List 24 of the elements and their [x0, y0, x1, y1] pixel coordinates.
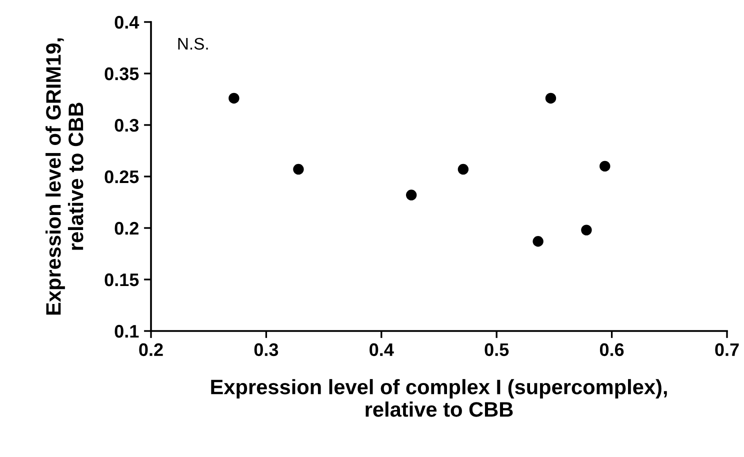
- x-tick-label: 0.7: [715, 343, 739, 356]
- y-tick-label: 0.25: [104, 170, 139, 184]
- point: [406, 190, 417, 200]
- y-tick-label: 0.3: [114, 118, 139, 132]
- point: [458, 164, 469, 175]
- point: [600, 160, 610, 172]
- annotation: N.S.: [178, 38, 208, 50]
- point: [532, 236, 544, 247]
- point: [581, 224, 592, 236]
- y-tick-label: 0.15: [104, 273, 139, 286]
- y-tick-label: 0.1: [114, 324, 139, 338]
- y-tick-label: 0.2: [114, 222, 138, 235]
- y-tick-label: 0.4: [114, 16, 140, 29]
- x-tick-label: 0.3: [254, 343, 278, 356]
- x-tick-label: 0.6: [600, 343, 624, 356]
- y-tick-label: 0.35: [104, 67, 139, 80]
- point: [293, 164, 304, 175]
- x-tick-label: 0.5: [484, 343, 509, 356]
- x-tick-label: 0.2: [139, 343, 163, 356]
- point: [228, 92, 240, 104]
- y-axis-title: Expression level of GRIM19, relative to CBB: [46, 38, 84, 315]
- point: [545, 92, 556, 104]
- x-tick-label: 0.4: [370, 343, 394, 356]
- x-axis-title: Expression level of complex I (supercomplex), relative to CBB: [211, 379, 667, 417]
